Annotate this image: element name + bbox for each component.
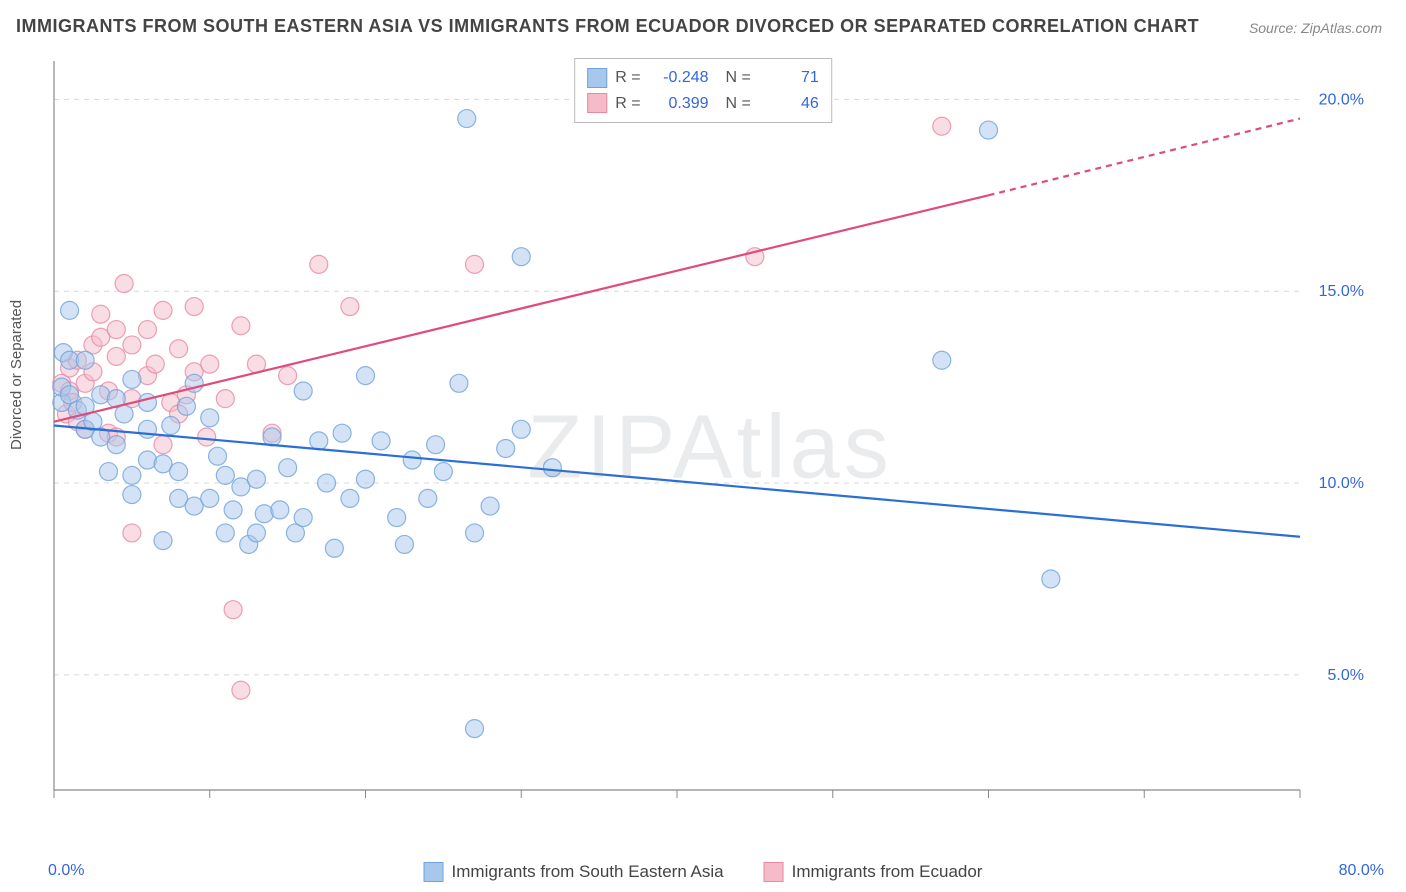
swatch-b-icon	[587, 93, 607, 113]
y-axis-label: Divorced or Separated	[8, 300, 25, 450]
legend-row-b: R = 0.399 N = 46	[587, 91, 819, 117]
x-axis-min-label: 0.0%	[48, 862, 84, 880]
svg-text:15.0%: 15.0%	[1319, 283, 1364, 300]
n-value-a: 71	[759, 65, 819, 91]
legend-text-b: Immigrants from Ecuador	[792, 862, 983, 882]
n-label: N =	[717, 91, 751, 117]
r-value-b: 0.399	[649, 91, 709, 117]
bottom-legend-item-a: Immigrants from South Eastern Asia	[424, 862, 724, 882]
x-axis-max-label: 80.0%	[1339, 862, 1384, 880]
legend-text-a: Immigrants from South Eastern Asia	[452, 862, 724, 882]
source-label: Source: ZipAtlas.com	[1249, 20, 1382, 36]
n-label: N =	[717, 65, 751, 91]
svg-text:5.0%: 5.0%	[1328, 667, 1364, 684]
chart-title: IMMIGRANTS FROM SOUTH EASTERN ASIA VS IM…	[16, 16, 1199, 37]
legend-row-a: R = -0.248 N = 71	[587, 65, 819, 91]
svg-text:20.0%: 20.0%	[1319, 91, 1364, 108]
bottom-legend: Immigrants from South Eastern Asia Immig…	[424, 862, 983, 882]
r-value-a: -0.248	[649, 65, 709, 91]
chart-svg: 5.0% 10.0% 15.0% 20.0%	[50, 55, 1370, 840]
bottom-legend-item-b: Immigrants from Ecuador	[764, 862, 983, 882]
plot-area: 5.0%10.0%15.0%20.0% ZIPAtlas	[50, 55, 1370, 840]
r-label: R =	[615, 65, 640, 91]
top-legend: R = -0.248 N = 71 R = 0.399 N = 46	[574, 58, 832, 123]
r-label: R =	[615, 91, 640, 117]
swatch-b-icon	[764, 862, 784, 882]
svg-text:10.0%: 10.0%	[1319, 475, 1364, 492]
n-value-b: 46	[759, 91, 819, 117]
swatch-a-icon	[587, 68, 607, 88]
swatch-a-icon	[424, 862, 444, 882]
